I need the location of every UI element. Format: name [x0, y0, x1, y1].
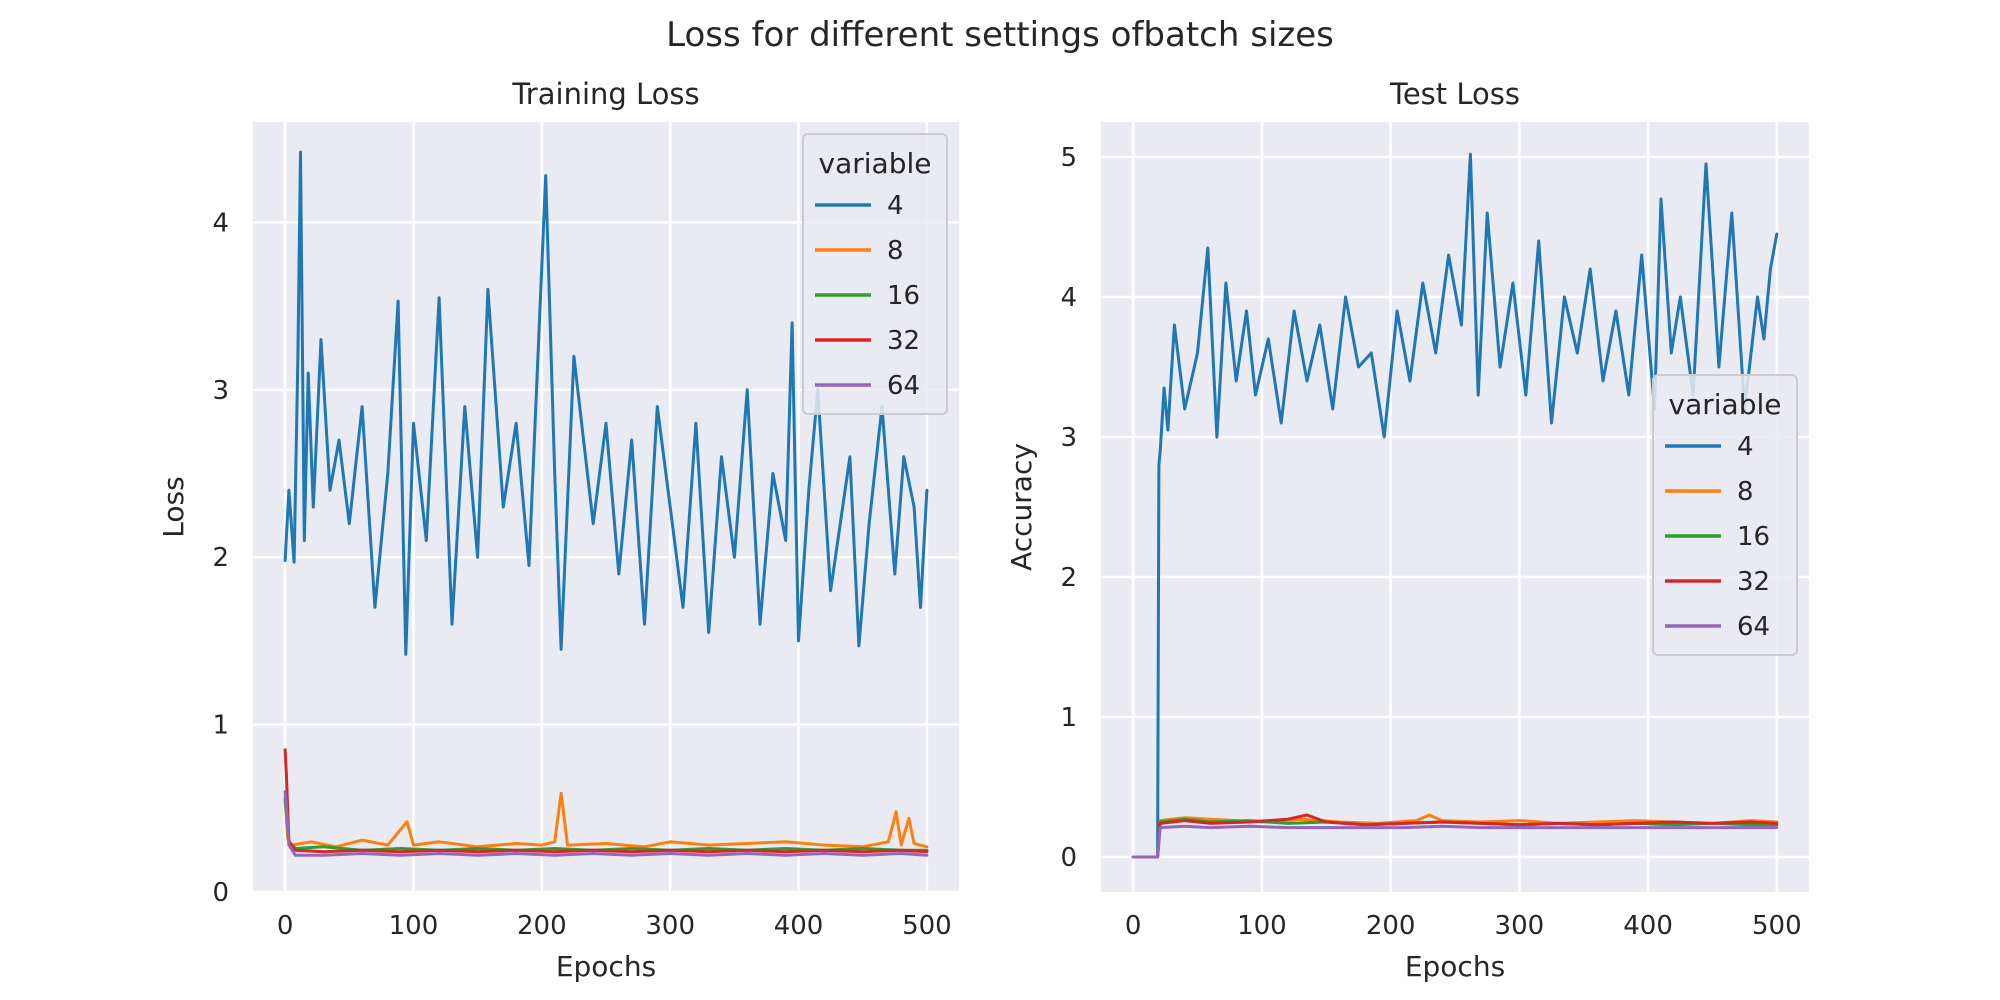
test-x-tick-label: 300	[1495, 911, 1545, 941]
training-x-tick-label: 100	[389, 911, 439, 941]
test-series-line-4	[1131, 152, 1779, 859]
test-y-tick-label: 4	[1060, 283, 1077, 313]
test-y-tick-label: 2	[1060, 563, 1077, 593]
test-x-tick-label: 500	[1752, 911, 1802, 941]
test-y-tick-label: 0	[1060, 843, 1077, 873]
training-x-tick-label: 200	[517, 911, 567, 941]
training-legend: variable 4 8 16 32 64	[802, 133, 948, 415]
training-series-line-64	[283, 790, 929, 857]
test-axes-title: Test Loss	[1389, 77, 1520, 111]
training-y-tick-label: 3	[212, 376, 229, 406]
training-x-tick-label: 300	[645, 911, 695, 941]
test-legend: variable 4 8 16 32 64	[1652, 374, 1798, 656]
training-x-tick-label: 500	[902, 911, 952, 941]
test-x-tick-label: 100	[1237, 911, 1287, 941]
training-y-tick-label: 0	[212, 878, 229, 908]
training-legend-entry-16: 16	[887, 281, 920, 311]
test-y-axis-label: Accuracy	[1005, 443, 1038, 571]
training-series-line-8	[283, 791, 929, 849]
figure-suptitle: Loss for different settings ofbatch size…	[666, 15, 1334, 55]
test-legend-entry-8: 8	[1737, 477, 1754, 507]
test-x-tick-label: 0	[1125, 911, 1142, 941]
training-series-line-32	[283, 748, 929, 854]
training-legend-entry-64: 64	[887, 371, 920, 401]
test-series-line-32	[1131, 813, 1779, 859]
training-x-tick-label: 400	[774, 911, 824, 941]
training-loss-panel: 0 100 200 300 400 500 0 1 2 3 4 Training Loss Epochs…	[157, 77, 959, 983]
training-x-tick-label: 0	[277, 911, 294, 941]
training-legend-title: variable	[819, 147, 932, 180]
test-y-tick-label: 1	[1060, 703, 1077, 733]
test-x-tick-label: 400	[1623, 911, 1673, 941]
test-legend-entry-64: 64	[1737, 612, 1770, 642]
training-y-tick-label: 2	[212, 543, 229, 573]
training-legend-entry-8: 8	[887, 236, 904, 266]
test-x-axis-label: Epochs	[1405, 950, 1505, 983]
training-axes-title: Training Loss	[511, 77, 699, 111]
test-legend-entry-4: 4	[1737, 432, 1754, 462]
test-y-tick-label: 3	[1060, 423, 1077, 453]
test-series-line-64	[1131, 824, 1779, 859]
training-legend-entry-4: 4	[887, 191, 904, 221]
training-legend-entry-32: 32	[887, 326, 920, 356]
training-y-tick-label: 1	[212, 711, 229, 741]
test-legend-entry-32: 32	[1737, 567, 1770, 597]
training-x-axis-label: Epochs	[556, 950, 656, 983]
test-x-tick-label: 200	[1366, 911, 1416, 941]
training-y-tick-label: 4	[212, 208, 229, 238]
test-legend-entry-16: 16	[1737, 522, 1770, 552]
test-loss-panel: 0 100 200 300 400 500 0 1 2 3 4 5 Test Loss Epochs Acc…	[1005, 77, 1809, 983]
test-y-tick-label: 5	[1060, 143, 1077, 173]
training-y-axis-label: Loss	[157, 476, 190, 537]
test-legend-title: variable	[1669, 388, 1782, 421]
